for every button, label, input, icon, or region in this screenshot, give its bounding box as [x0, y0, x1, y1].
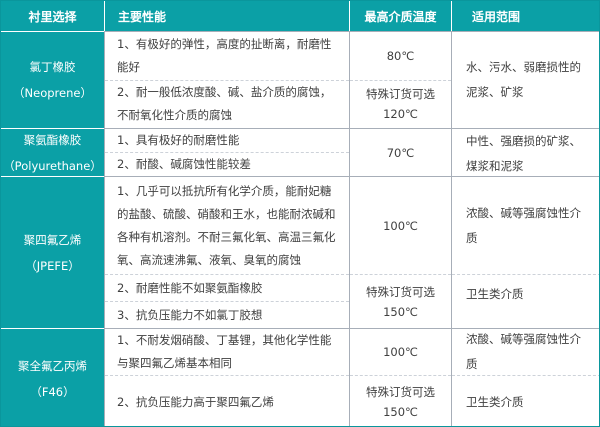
performance-item: 2、抗负压能力高于聚四氟乙烯 [105, 375, 349, 426]
scope-cell: 卫生类介质 [452, 274, 599, 328]
material-cell: 聚四氟乙烯 （JPEFE） [1, 176, 104, 328]
row-group-neoprene: 氯丁橡胶 （Neoprene） 1、有极好的弹性，高度的扯断离，耐磨性能好 2、… [1, 31, 599, 128]
material-code: （Neoprene） [13, 86, 92, 100]
material-name: 聚四氟乙烯 [23, 232, 82, 247]
material-cell: 氯丁橡胶 （Neoprene） [1, 31, 104, 128]
temp-cell: 100℃ [383, 218, 418, 233]
material-code: （F46） [30, 384, 75, 399]
temp-cell: 70℃ [386, 145, 415, 160]
scope-column: 水、污水、弱磨损性的泥浆、矿浆 [451, 31, 599, 128]
performance-item: 2、耐酸、碱腐蚀性能较差 [105, 152, 349, 176]
material-name: 聚氨酯橡胶 [23, 132, 82, 147]
scope-cell: 浓酸、碱等强腐蚀性介质 [466, 205, 581, 245]
material-name: 氯丁橡胶 [29, 60, 76, 74]
performance-item: 3、抗负压能力不如氯丁胶想 [105, 301, 349, 328]
material-code: （JPEFE） [25, 258, 80, 273]
performance-item: 1、不耐发烟硝酸、丁基锂，其他化学性能与聚四氟乙烯基本相同 [117, 333, 332, 370]
scope-cell: 水、污水、弱磨损性的泥浆、矿浆 [466, 60, 581, 99]
row-group-ptfe: 聚四氟乙烯 （JPEFE） 1、几乎可以抵抗所有化学介质，能耐妃糖的盐酸、硫酸、… [1, 176, 599, 328]
header-cell-max-temp: 最高介质温度 [349, 1, 451, 31]
performance-item: 1、几乎可以抵抗所有化学介质，能耐妃糖的盐酸、硫酸、硝酸和王水，也能耐浓碱和各种… [117, 183, 336, 267]
performance-item: 1、具有极好的耐磨性能 [117, 133, 240, 147]
performance-item: 2、耐一般低浓度酸、碱、盐介质的腐蚀，不耐氧化性介质的腐蚀 [105, 79, 349, 129]
header-cell-scope: 适用范围 [451, 1, 599, 31]
performance-column: 1、具有极好的耐磨性能 2、耐酸、碱腐蚀性能较差 [104, 128, 349, 176]
temp-cell: 特殊订货可选 120℃ [350, 79, 451, 129]
temp-cell: 100℃ [383, 344, 418, 359]
scope-cell: 卫生类介质 [452, 375, 599, 426]
scope-cell: 中性、强磨损的矿浆、煤浆和泥浆 [466, 134, 581, 173]
material-cell: 聚氨酯橡胶 （Polyurethane） [1, 128, 104, 176]
temperature-column: 100℃ 特殊订货可选 150℃ [349, 328, 451, 426]
temp-cell: 特殊订货可选 150℃ [350, 274, 451, 328]
temp-cell: 特殊订货可选 150℃ [350, 374, 451, 426]
scope-column: 中性、强磨损的矿浆、煤浆和泥浆 [451, 128, 599, 176]
temperature-column: 80℃ 特殊订货可选 120℃ [349, 31, 451, 128]
temperature-column: 100℃ 特殊订货可选 150℃ [349, 176, 451, 328]
row-group-polyurethane: 聚氨酯橡胶 （Polyurethane） 1、具有极好的耐磨性能 2、耐酸、碱腐… [1, 128, 599, 176]
temperature-column: 70℃ [349, 128, 451, 176]
header-cell-lining: 衬里选择 [28, 9, 77, 24]
row-group-f46: 聚全氟乙丙烯 （F46） 1、不耐发烟硝酸、丁基锂，其他化学性能与聚四氟乙烯基本… [1, 328, 599, 426]
material-name: 聚全氟乙丙烯 [18, 358, 87, 373]
performance-column: 1、有极好的弹性，高度的扯断离，耐磨性能好 2、耐一般低浓度酸、碱、盐介质的腐蚀… [104, 31, 349, 128]
scope-column: 浓酸、碱等强腐蚀性介质 卫生类介质 [451, 328, 599, 426]
table-header-row: 衬里选择 主要性能 最高介质温度 适用范围 [1, 1, 599, 31]
performance-column: 1、不耐发烟硝酸、丁基锂，其他化学性能与聚四氟乙烯基本相同 2、抗负压能力高于聚… [104, 328, 349, 426]
performance-column: 1、几乎可以抵抗所有化学介质，能耐妃糖的盐酸、硫酸、硝酸和王水，也能耐浓碱和各种… [104, 176, 349, 328]
header-cell-performance: 主要性能 [104, 1, 349, 31]
scope-cell: 浓酸、碱等强腐蚀性介质 [466, 332, 581, 371]
performance-item: 1、有极好的弹性，高度的扯断离，耐磨性能好 [117, 36, 332, 74]
material-cell: 聚全氟乙丙烯 （F46） [1, 328, 104, 426]
scope-column: 浓酸、碱等强腐蚀性介质 卫生类介质 [451, 176, 599, 328]
performance-item: 2、耐磨性能不如聚氨酯橡胶 [105, 274, 349, 301]
material-code: （Polyurethane） [3, 158, 102, 173]
temp-cell: 80℃ [386, 48, 415, 63]
